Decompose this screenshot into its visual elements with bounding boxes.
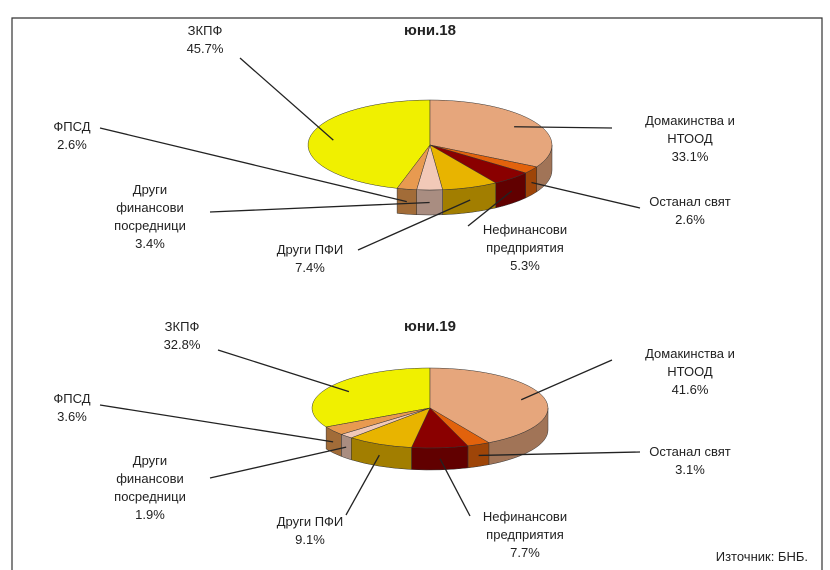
leader-line xyxy=(209,201,430,213)
slice xyxy=(307,99,431,189)
slice-label: Домакинства и НТООД xyxy=(645,113,735,146)
value-label: 3.4% xyxy=(135,236,165,251)
slice-label: Нефинансови предприятия xyxy=(482,509,568,542)
pie-title: юни.19 xyxy=(404,318,456,335)
slice-label: Останал свят xyxy=(649,444,731,459)
value-label: 3.6% xyxy=(57,409,87,424)
slice-label: Други финансови посредници xyxy=(114,453,186,504)
leader-line xyxy=(99,127,407,203)
slice-side xyxy=(341,434,352,461)
source-note: Източник: БНБ. xyxy=(715,549,808,564)
slice-label: Нефинансови предприятия xyxy=(482,222,568,255)
leader-line xyxy=(467,190,513,227)
value-label: 7.4% xyxy=(295,260,325,275)
value-label: 32.8% xyxy=(163,337,201,352)
value-label: 7.7% xyxy=(510,545,540,560)
slice xyxy=(311,367,431,428)
value-label: 2.6% xyxy=(675,212,705,227)
leader-line xyxy=(209,446,347,479)
value-label: 3.1% xyxy=(675,462,705,477)
leader-line xyxy=(531,181,641,209)
slice-side xyxy=(396,188,417,215)
slice xyxy=(429,367,549,443)
value-label: 9.1% xyxy=(295,532,325,547)
slice-label: Други ПФИ xyxy=(276,242,344,257)
leader-line xyxy=(514,126,613,129)
leader-line xyxy=(520,359,613,401)
slice-label: Други финансови посредници xyxy=(114,182,186,233)
leader-line xyxy=(478,451,641,457)
value-label: 5.3% xyxy=(510,258,540,273)
slice-label: Домакинства и НТООД xyxy=(645,346,735,379)
leader-line xyxy=(345,454,380,516)
leader-line xyxy=(357,199,471,251)
slice-side xyxy=(411,445,469,471)
value-label: 33.1% xyxy=(671,149,709,164)
slice-label: Други ПФИ xyxy=(276,514,344,529)
value-label: 41.6% xyxy=(671,382,709,397)
leader-line xyxy=(239,57,334,141)
slice-label: ФПСД xyxy=(53,391,91,406)
slice xyxy=(429,99,553,168)
slice xyxy=(396,144,431,190)
slice-label: Останал свят xyxy=(649,194,731,209)
slice xyxy=(325,407,431,435)
value-label: 2.6% xyxy=(57,137,87,152)
slice-label: ЗКПФ xyxy=(164,319,200,334)
value-label: 45.7% xyxy=(186,41,224,56)
leader-line xyxy=(439,458,471,517)
frame xyxy=(11,17,823,570)
slice-label: ЗКПФ xyxy=(187,23,223,38)
leader-line xyxy=(217,349,350,393)
value-label: 1.9% xyxy=(135,507,165,522)
leader-line xyxy=(99,404,334,443)
pie-title: юни.18 xyxy=(404,22,456,39)
slice-label: ФПСД xyxy=(53,119,91,134)
